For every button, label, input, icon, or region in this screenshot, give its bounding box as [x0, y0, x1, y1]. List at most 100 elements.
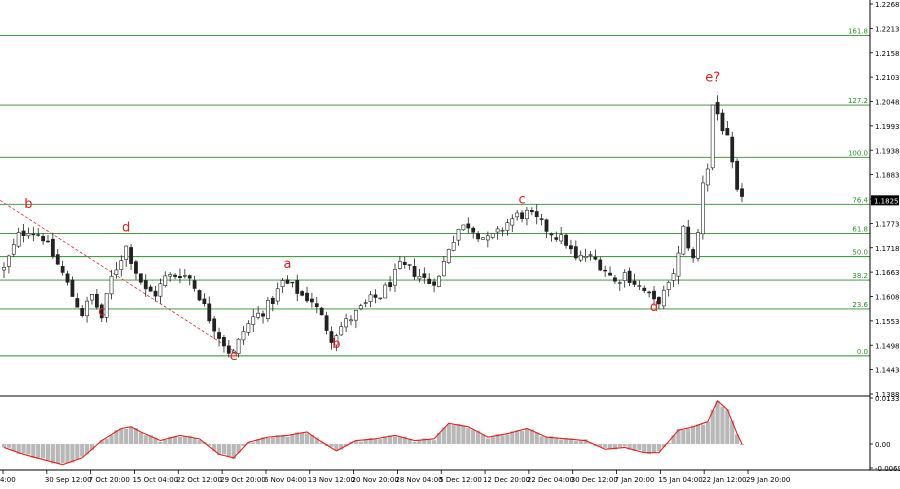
- candle-body: [324, 315, 329, 331]
- candle-body: [236, 338, 241, 354]
- price-tick-label: 1.1608: [875, 294, 900, 302]
- time-tick-label: 29 Oct 20:00: [220, 476, 266, 484]
- candle-body: [70, 279, 75, 297]
- candle-body: [583, 256, 588, 259]
- candle-body: [65, 273, 70, 283]
- candle-body: [349, 319, 353, 322]
- candle-body: [339, 326, 344, 336]
- wave-label: b: [332, 337, 340, 352]
- candle-body: [701, 182, 705, 235]
- candle-body: [544, 219, 549, 232]
- fib-level-label: 100.0: [848, 149, 868, 157]
- price-tick-label: 1.2048: [875, 99, 900, 107]
- candle-body: [192, 280, 197, 289]
- candle-body: [138, 273, 143, 283]
- candle-body: [46, 240, 50, 243]
- oscillator-tick-label: 0.00: [875, 441, 891, 449]
- time-tick-label: 5 Dec 12:00: [439, 476, 482, 484]
- price-candles: [2, 95, 744, 358]
- candle-body: [270, 297, 275, 304]
- candle-body: [666, 282, 671, 290]
- candle-body: [300, 291, 305, 296]
- time-tick-label: 7 Jan 20:00: [615, 476, 655, 484]
- candle-body: [11, 244, 16, 255]
- candle-body: [632, 280, 637, 285]
- time-tick-label: 22 Oct 12:00: [176, 476, 222, 484]
- candle-body: [256, 312, 261, 318]
- time-tick-label: 7 Oct 20:00: [89, 476, 130, 484]
- fib-level-label: 161.8: [848, 27, 868, 35]
- fib-level-label: 76.4: [852, 196, 868, 204]
- candle-body: [99, 304, 104, 319]
- candle-body: [275, 288, 280, 302]
- candle-body: [202, 298, 207, 305]
- candle-body: [730, 136, 735, 163]
- candle-body: [715, 102, 720, 115]
- price-tick-label: 1.1443: [875, 367, 900, 375]
- candle-body: [182, 275, 187, 277]
- trendline-group[interactable]: [0, 199, 239, 355]
- candle-body: [114, 269, 119, 275]
- candle-body: [647, 291, 652, 294]
- candle-body: [353, 309, 358, 321]
- current-price-label: 1.1825: [874, 197, 899, 205]
- price-tick-label: 1.2268: [875, 1, 900, 9]
- candle-body: [686, 226, 691, 249]
- candle-body: [573, 246, 578, 259]
- candle-body: [383, 284, 388, 299]
- candle-body: [554, 237, 559, 240]
- oscillator-panel: [0, 395, 870, 466]
- candle-body: [261, 313, 265, 317]
- time-tick-label: 29 Jan 20:00: [746, 476, 790, 484]
- candle-body: [36, 234, 41, 236]
- candle-body: [476, 233, 480, 240]
- candle-body: [148, 286, 153, 292]
- candle-body: [652, 290, 656, 300]
- candle-body: [104, 293, 109, 318]
- candle-body: [613, 277, 617, 282]
- price-tick-label: 1.1498: [875, 342, 900, 350]
- candle-body: [187, 275, 192, 279]
- candle-body: [559, 234, 564, 242]
- candle-body: [564, 234, 568, 246]
- candle-body: [485, 235, 490, 241]
- time-tick-label: 15 Jan 04:00: [658, 476, 702, 484]
- fib-level-label: 0.0: [857, 348, 868, 356]
- time-tick-label: 22 Jan 12:00: [702, 476, 746, 484]
- price-tick-label: 1.2213: [875, 25, 900, 33]
- candle-body: [50, 238, 55, 257]
- candle-body: [422, 273, 427, 278]
- candle-body: [197, 290, 202, 301]
- candle-body: [246, 323, 251, 333]
- candle-body: [178, 276, 182, 278]
- price-tick-label: 1.1773: [875, 220, 900, 228]
- wave-labels: b c d e a b c d e?: [24, 71, 720, 364]
- candle-body: [217, 332, 221, 339]
- candle-body: [251, 316, 256, 325]
- trendline[interactable]: [0, 199, 239, 355]
- candle-body: [534, 211, 539, 218]
- fibonacci-levels[interactable]: 161.8 127.2 100.0 76.4 61.8 50.0 38.2 23.6 0.0: [0, 27, 870, 357]
- candle-body: [124, 245, 129, 260]
- candle-body: [510, 218, 515, 226]
- candle-body: [153, 290, 158, 297]
- candle-body: [735, 160, 740, 190]
- current-price-badge: [871, 195, 899, 206]
- time-tick-label: 13 Nov 12:00: [308, 476, 355, 484]
- price-tick-label: 1.1388: [875, 391, 900, 399]
- candle-body: [388, 282, 393, 288]
- candle-body: [456, 229, 461, 241]
- candle-body: [295, 280, 300, 294]
- candle-body: [437, 275, 441, 287]
- price-tick-label: 1.1993: [875, 123, 900, 131]
- candle-body: [31, 233, 36, 236]
- candle-body: [417, 275, 422, 280]
- candle-body: [231, 350, 236, 353]
- candle-body: [60, 266, 65, 273]
- candle-body: [432, 281, 436, 286]
- candle-body: [490, 233, 495, 238]
- time-tick-label: 12 Dec 20:00: [483, 476, 530, 484]
- candle-body: [569, 245, 573, 250]
